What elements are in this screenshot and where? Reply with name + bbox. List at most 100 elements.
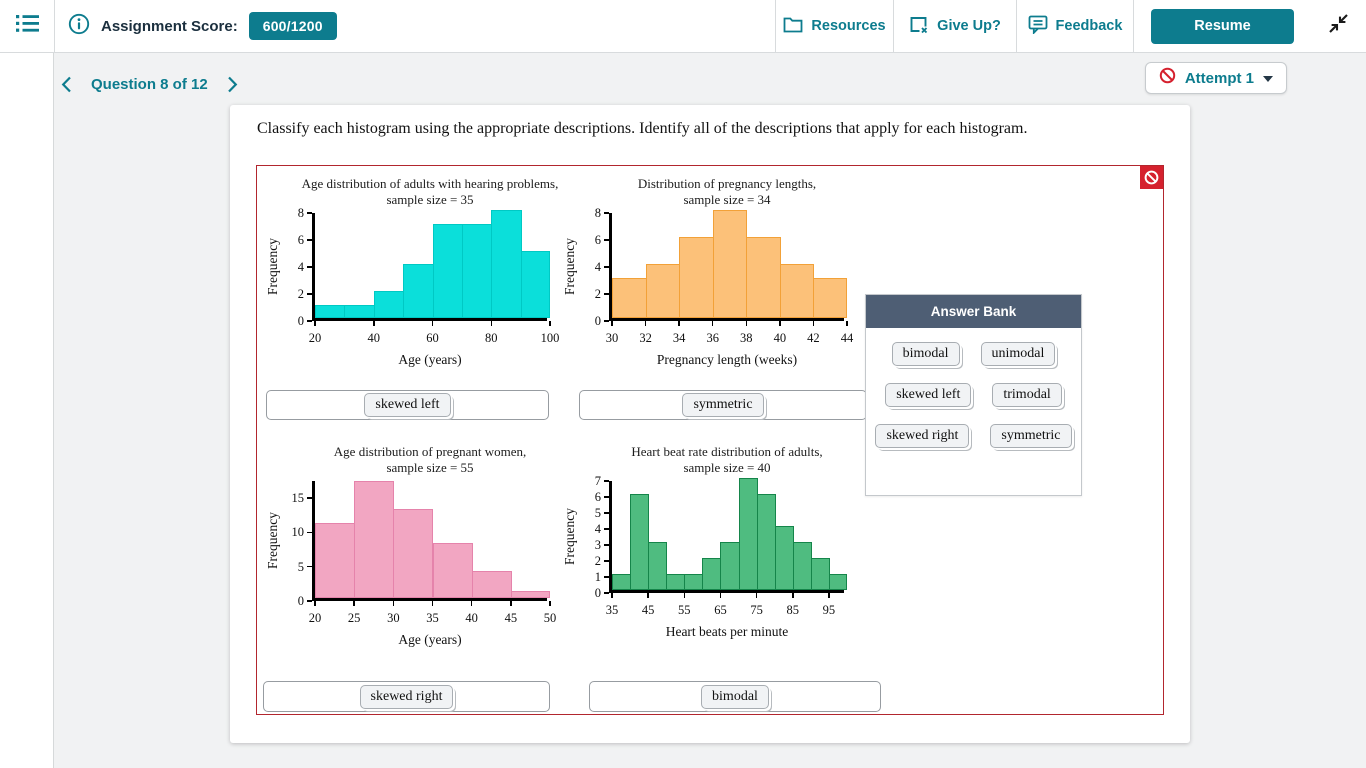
give-up-label: Give Up? (937, 18, 1001, 34)
x-axis-tick (510, 601, 512, 606)
feedback-button[interactable]: Feedback (1016, 0, 1133, 52)
y-axis-tick-label: 4 (594, 260, 601, 274)
plot-area: 0 2 4 6 8 30 32 34 36 38 40 42 44 (595, 206, 854, 345)
collapse-toolbar-button[interactable] (1311, 0, 1366, 52)
x-axis-tick (353, 601, 355, 606)
y-axis-tick-label: 2 (594, 554, 601, 568)
histogram-bar (432, 223, 463, 318)
drop-zone-pregnancy-lengths[interactable]: symmetric (579, 390, 867, 420)
answer-chip[interactable]: skewed left (364, 393, 451, 417)
previous-question-button[interactable] (61, 76, 72, 93)
x-axis-tick-label: 40 (367, 331, 381, 345)
x-axis-tick (549, 321, 551, 326)
histogram-bar (666, 574, 686, 590)
x-axis-tick (745, 321, 748, 326)
x-axis-tick (812, 321, 815, 326)
x-axis-tick-label: 75 (750, 603, 763, 617)
x-axis-label: Age (years) (398, 352, 462, 367)
next-question-button[interactable] (227, 76, 238, 93)
y-axis-tick (604, 512, 609, 514)
feedback-icon (1028, 15, 1048, 38)
x-axis-tick-label: 45 (504, 611, 518, 625)
y-axis-tick (604, 544, 609, 546)
assignment-menu-button[interactable] (0, 0, 55, 52)
resume-button[interactable]: Resume (1151, 8, 1294, 44)
x-axis-tick-label: 60 (426, 331, 439, 345)
histogram-bar (612, 574, 632, 590)
histogram-bar (471, 570, 512, 598)
question-prompt: Classify each histogram using the approp… (257, 120, 1028, 137)
histogram-bar (315, 304, 346, 318)
y-axis-tick-label: 8 (594, 206, 601, 220)
x-axis-tick-label: 32 (639, 331, 652, 345)
x-axis-tick (719, 593, 722, 598)
histogram-bar (679, 237, 714, 318)
y-axis-tick-label: 15 (291, 491, 305, 506)
y-axis-tick (604, 576, 609, 578)
answer-bank-body: bimodal unimodal skewed left trimodal sk… (866, 328, 1081, 448)
x-axis-tick (779, 321, 781, 326)
histogram-bar (491, 210, 522, 318)
attempt-dropdown[interactable]: Attempt 1 (1144, 62, 1287, 94)
y-axis-tick (307, 497, 312, 499)
y-axis-tick (307, 600, 312, 602)
histogram-hearing-problems: Age distribution of adults with hearing … (265, 176, 565, 368)
drop-zone-pregnant-women[interactable]: skewed right (263, 681, 550, 712)
y-axis-tick (604, 239, 609, 241)
x-axis-tick (314, 321, 316, 326)
x-axis-tick (611, 593, 613, 598)
graded-region: Age distribution of adults with hearing … (256, 165, 1164, 715)
bank-chip-skewed-right[interactable]: skewed right (875, 424, 970, 448)
y-axis-tick-label: 8 (297, 206, 304, 220)
assignment-score-label: Assignment Score: (101, 17, 238, 35)
x-axis-tick-label: 20 (308, 611, 322, 625)
resources-button[interactable]: Resources (775, 0, 893, 52)
x-axis-tick (678, 321, 680, 326)
y-axis-tick-label: 4 (297, 260, 304, 274)
bank-chip-symmetric[interactable]: symmetric (990, 424, 1072, 448)
histogram-bar (756, 494, 776, 590)
resources-label: Resources (811, 18, 886, 34)
chevron-left-icon (61, 76, 71, 93)
info-icon[interactable] (68, 13, 90, 40)
y-axis-tick-label: 6 (594, 233, 601, 247)
score-badge: 600/1200 (248, 12, 337, 40)
y-axis-tick (307, 266, 312, 268)
y-axis-tick (604, 592, 609, 594)
drop-zone-heart-rate[interactable]: bimodal (589, 681, 881, 712)
histogram-bar (774, 526, 794, 590)
bank-chip-trimodal[interactable]: trimodal (992, 383, 1062, 407)
x-axis-label: Pregnancy length (weeks) (656, 352, 798, 367)
answer-chip[interactable]: bimodal (701, 684, 769, 709)
x-axis-tick (792, 593, 794, 598)
x-axis-tick (431, 601, 434, 606)
bank-chip-unimodal[interactable]: unimodal (980, 342, 1056, 366)
histogram-bar (810, 558, 830, 590)
bank-chip-skewed-left[interactable]: skewed left (885, 383, 972, 407)
bank-chip-bimodal[interactable]: bimodal (891, 342, 960, 366)
top-bar: Assignment Score: 600/1200 Resources Giv… (0, 0, 1366, 53)
y-axis-tick-label: 1 (594, 570, 601, 584)
give-up-button[interactable]: Give Up? (893, 0, 1016, 52)
y-axis-tick-label: 3 (594, 538, 601, 552)
question-counter-label: Question 8 of 12 (91, 76, 208, 93)
no-symbol-icon (1159, 67, 1176, 89)
histogram-bar (630, 494, 650, 590)
y-axis-tick-label: 6 (297, 233, 304, 247)
histogram-bar (828, 574, 847, 590)
x-axis-tick-label: 42 (807, 331, 820, 345)
drop-zone-hearing[interactable]: skewed left (266, 390, 549, 420)
x-axis-tick-label: 40 (773, 331, 787, 345)
x-axis-tick-label: 40 (465, 611, 478, 625)
x-axis-tick-label: 50 (543, 611, 557, 625)
y-axis-tick-label: 0 (594, 586, 601, 600)
histogram-pregnant-women-age: Age distribution of pregnant women, sampl… (265, 444, 565, 648)
answer-chip[interactable]: symmetric (682, 393, 764, 417)
answer-chip[interactable]: skewed right (359, 684, 454, 709)
histogram-bar (432, 543, 473, 598)
y-axis-tick (604, 480, 609, 482)
histogram-bar (648, 542, 668, 590)
x-axis-label: Heart beats per minute (665, 624, 789, 639)
x-axis-tick (392, 601, 395, 606)
y-axis-tick-label: 0 (297, 594, 304, 608)
